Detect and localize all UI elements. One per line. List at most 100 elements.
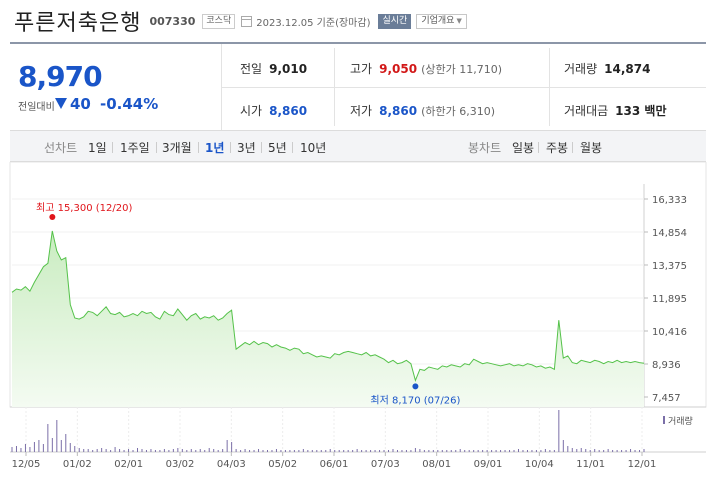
x-tick-label: 06/01 (320, 459, 349, 470)
volume-bar (159, 450, 161, 452)
x-tick-label: 04/03 (217, 459, 246, 470)
price-chart: 거래량 최고 15,300 (12/20) 최저 8,170 (07/26) 16… (0, 161, 713, 491)
candle-chart-label: 봉차트 (468, 141, 502, 155)
stat-trade-value: 거래대금 133 백만 (564, 102, 666, 119)
stats-divider (549, 48, 550, 126)
volume-bar (612, 450, 614, 452)
volume-bar (137, 448, 139, 452)
volume-bar (388, 450, 390, 452)
volume-bar (639, 450, 641, 452)
volume-bar (119, 449, 121, 452)
volume-bar (204, 450, 206, 452)
volume-bar (231, 442, 233, 452)
price-chart-svg: 거래량 최고 15,300 (12/20) 최저 8,170 (07/26) 16… (9, 161, 707, 470)
volume-bar (491, 450, 493, 452)
chevron-down-icon: ▼ (456, 16, 462, 25)
y-tick-label: 13,375 (652, 261, 687, 272)
realtime-button[interactable]: 실시간 (378, 13, 412, 29)
volume-bar (432, 450, 434, 452)
tab-weekly[interactable]: 주봉 (546, 141, 569, 155)
volume-bar (598, 450, 600, 452)
volume-bar (325, 450, 327, 452)
volume-bar (383, 450, 385, 452)
volume-bar (343, 450, 345, 452)
volume-bar (316, 450, 318, 452)
price-change: 40 (70, 95, 91, 113)
volume-bar (74, 446, 76, 452)
tab-1y[interactable]: 1년 (205, 141, 225, 155)
volume-bar (423, 450, 425, 452)
x-tick-label: 09/01 (474, 459, 503, 470)
tab-divider (538, 142, 539, 153)
tab-3y[interactable]: 3년 (237, 141, 256, 155)
volume-legend-swatch (663, 416, 665, 424)
volume-bar (289, 450, 291, 452)
line-chart-label: 선차트 (44, 141, 78, 155)
tab-10y[interactable]: 10년 (300, 141, 327, 155)
tab-divider (156, 142, 157, 153)
volume-bar (549, 450, 551, 452)
volume-bar (446, 450, 448, 452)
volume-bar (477, 450, 479, 452)
volume-bar (401, 450, 403, 452)
volume-bar (195, 450, 197, 452)
volume-bar (450, 450, 452, 452)
volume-bar (150, 449, 152, 452)
tab-divider (198, 142, 199, 153)
volume-bar (190, 449, 192, 452)
volume-bar (558, 410, 560, 452)
upper-limit: (상한가 11,710) (421, 63, 502, 76)
volume-bar (253, 450, 255, 452)
max-marker (49, 214, 56, 220)
tab-monthly[interactable]: 월봉 (580, 141, 603, 155)
volume-bar (352, 450, 354, 452)
volume-bar (24, 444, 26, 452)
volume-bar (29, 447, 31, 452)
chart-tabs-bar: 선차트 1일 1주일 3개월 1년 3년 5년 10년 봉차트 일봉 주봉 월봉 (10, 130, 706, 162)
volume-bar (213, 449, 215, 452)
volume-bar (464, 450, 466, 452)
volume-bar (249, 450, 251, 452)
tab-1d[interactable]: 1일 (88, 141, 107, 155)
volume-bar (517, 449, 519, 452)
volume-bar (396, 450, 398, 452)
tab-divider (292, 142, 293, 153)
volume-bar (60, 440, 62, 452)
stat-open: 시가 8,860 (240, 102, 307, 119)
volume-bar (266, 450, 268, 452)
volume-bar (392, 449, 394, 452)
tab-1w[interactable]: 1주일 (120, 141, 150, 155)
stat-value: 14,874 (604, 62, 651, 76)
tab-daily[interactable]: 일봉 (512, 141, 535, 155)
company-info-button[interactable]: 기업개요 ▼ (416, 13, 467, 29)
volume-bar (172, 449, 174, 452)
volume-bar (177, 448, 179, 452)
stat-label: 거래량 (564, 62, 598, 76)
y-tick-label: 10,416 (652, 327, 687, 338)
x-tick-label: 03/02 (166, 459, 195, 470)
tab-5y[interactable]: 5년 (268, 141, 287, 155)
volume-bar (509, 450, 511, 452)
volume-bar (240, 450, 242, 452)
tab-3m[interactable]: 3개월 (162, 141, 192, 155)
volume-bar (275, 449, 277, 452)
stat-volume: 거래량 14,874 (564, 60, 650, 77)
volume-bar (280, 450, 282, 452)
stock-header: 푸른저축은행 007330 코스닥 2023.12.05 기준(장마감) 실시간… (14, 0, 704, 42)
volume-bar (271, 450, 273, 452)
y-tick-label: 8,936 (652, 360, 681, 371)
volume-bar (15, 446, 17, 452)
volume-bar (334, 450, 336, 452)
volume-bar (544, 449, 546, 452)
volume-bar (123, 450, 125, 452)
volume-bar (145, 450, 147, 452)
stat-prev-close: 전일 9,010 (240, 60, 307, 77)
company-info-label: 기업개요 (421, 15, 455, 26)
volume-bar (181, 449, 183, 452)
down-arrow-icon (55, 98, 67, 109)
volume-bar (567, 446, 569, 452)
stat-low: 저가 8,860 (하한가 6,310) (350, 102, 495, 119)
volume-bar (365, 450, 367, 452)
volume-bar (38, 440, 40, 452)
current-price: 8,970 (18, 60, 103, 93)
